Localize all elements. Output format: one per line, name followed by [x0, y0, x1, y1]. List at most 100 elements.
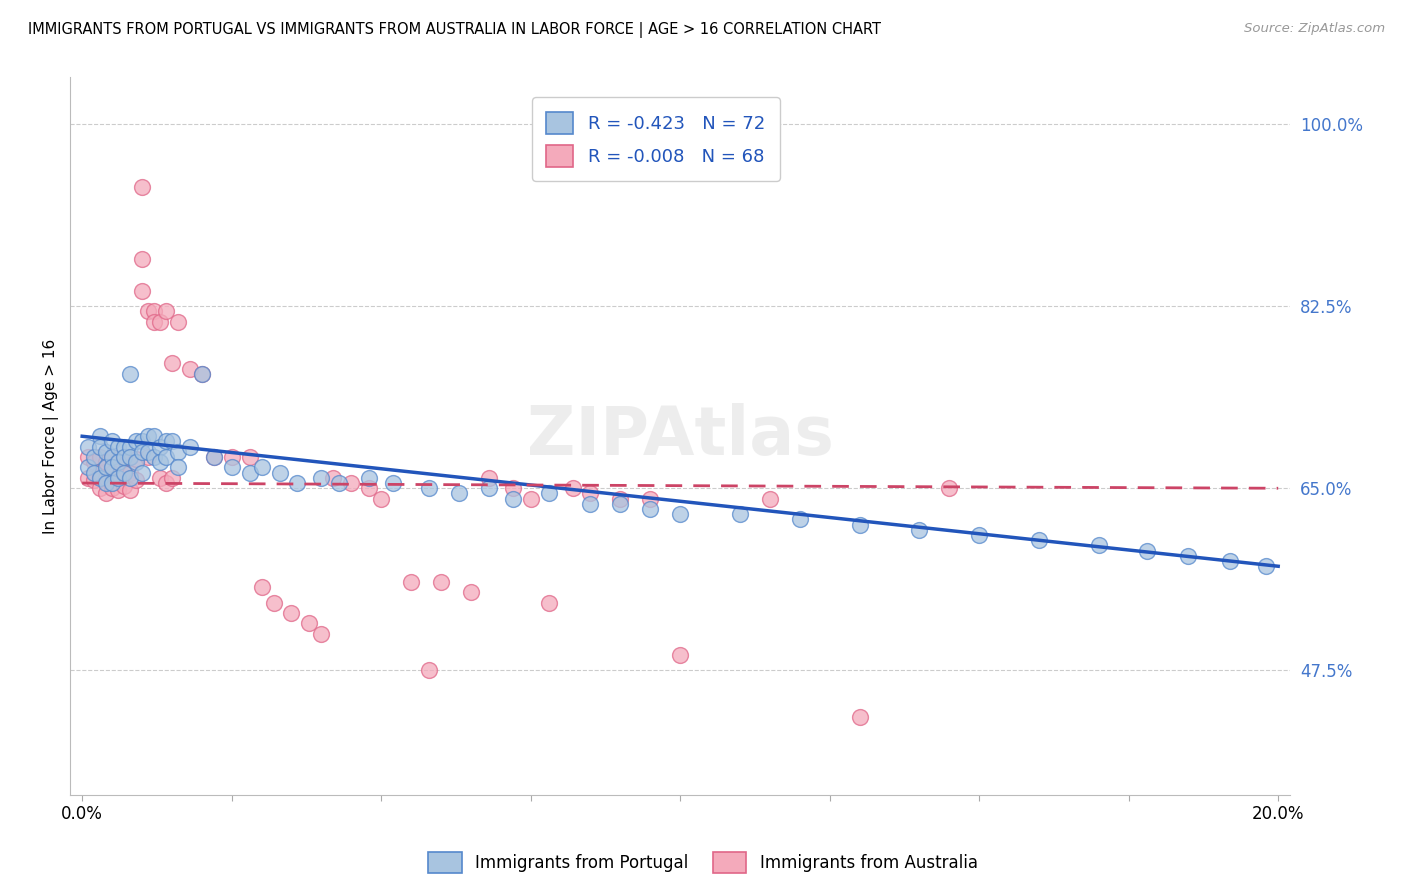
- Point: [131, 445, 153, 459]
- Point: [311, 471, 333, 485]
- Point: [125, 434, 148, 449]
- Point: [340, 476, 363, 491]
- Point: [77, 471, 100, 485]
- Point: [83, 473, 105, 487]
- Point: [149, 471, 172, 485]
- Point: [418, 481, 440, 495]
- Point: [131, 179, 153, 194]
- Point: [83, 466, 105, 480]
- Point: [359, 481, 381, 495]
- Point: [460, 585, 482, 599]
- Point: [94, 476, 117, 491]
- Point: [77, 440, 100, 454]
- Point: [280, 606, 302, 620]
- Point: [160, 434, 183, 449]
- Point: [77, 450, 100, 464]
- Point: [107, 471, 129, 485]
- Point: [609, 497, 631, 511]
- Point: [502, 491, 524, 506]
- Point: [359, 471, 381, 485]
- Point: [136, 450, 159, 464]
- Point: [94, 486, 117, 500]
- Point: [112, 450, 135, 464]
- Point: [938, 481, 960, 495]
- Y-axis label: In Labor Force | Age > 16: In Labor Force | Age > 16: [44, 339, 59, 534]
- Point: [155, 434, 177, 449]
- Point: [89, 471, 111, 485]
- Point: [967, 528, 990, 542]
- Point: [112, 452, 135, 467]
- Point: [789, 512, 811, 526]
- Point: [328, 476, 350, 491]
- Point: [1028, 533, 1050, 548]
- Point: [89, 466, 111, 480]
- Point: [287, 476, 309, 491]
- Point: [579, 497, 602, 511]
- Point: [221, 460, 243, 475]
- Point: [89, 481, 111, 495]
- Point: [221, 450, 243, 464]
- Point: [94, 445, 117, 459]
- Point: [118, 367, 141, 381]
- Point: [430, 574, 453, 589]
- Point: [107, 440, 129, 454]
- Point: [1256, 559, 1278, 574]
- Point: [191, 367, 214, 381]
- Text: ZIPAtlas: ZIPAtlas: [527, 403, 834, 469]
- Point: [107, 483, 129, 498]
- Point: [669, 648, 692, 662]
- Point: [149, 440, 172, 454]
- Point: [101, 481, 124, 495]
- Point: [142, 315, 165, 329]
- Point: [118, 450, 141, 464]
- Point: [131, 466, 153, 480]
- Point: [136, 304, 159, 318]
- Point: [131, 284, 153, 298]
- Point: [848, 710, 870, 724]
- Point: [640, 491, 662, 506]
- Point: [107, 452, 129, 467]
- Point: [112, 466, 135, 480]
- Point: [101, 466, 124, 480]
- Point: [112, 440, 135, 454]
- Point: [370, 491, 392, 506]
- Point: [101, 450, 124, 464]
- Legend: Immigrants from Portugal, Immigrants from Australia: Immigrants from Portugal, Immigrants fro…: [422, 846, 984, 880]
- Point: [101, 450, 124, 464]
- Point: [118, 483, 141, 498]
- Point: [101, 476, 124, 491]
- Point: [94, 471, 117, 485]
- Point: [101, 434, 124, 449]
- Point: [640, 502, 662, 516]
- Point: [83, 455, 105, 469]
- Point: [537, 596, 560, 610]
- Point: [155, 304, 177, 318]
- Point: [202, 450, 225, 464]
- Point: [125, 452, 148, 467]
- Point: [89, 450, 111, 464]
- Point: [537, 486, 560, 500]
- Point: [579, 486, 602, 500]
- Point: [502, 481, 524, 495]
- Point: [167, 460, 190, 475]
- Point: [519, 491, 541, 506]
- Point: [149, 315, 172, 329]
- Point: [101, 460, 124, 475]
- Point: [167, 445, 190, 459]
- Point: [131, 434, 153, 449]
- Point: [142, 304, 165, 318]
- Point: [191, 367, 214, 381]
- Point: [1088, 538, 1111, 552]
- Point: [239, 450, 262, 464]
- Point: [136, 445, 159, 459]
- Point: [118, 450, 141, 464]
- Point: [89, 429, 111, 443]
- Point: [269, 466, 291, 480]
- Point: [136, 429, 159, 443]
- Point: [263, 596, 285, 610]
- Point: [94, 455, 117, 469]
- Point: [179, 440, 201, 454]
- Point: [561, 481, 583, 495]
- Point: [107, 468, 129, 483]
- Point: [382, 476, 405, 491]
